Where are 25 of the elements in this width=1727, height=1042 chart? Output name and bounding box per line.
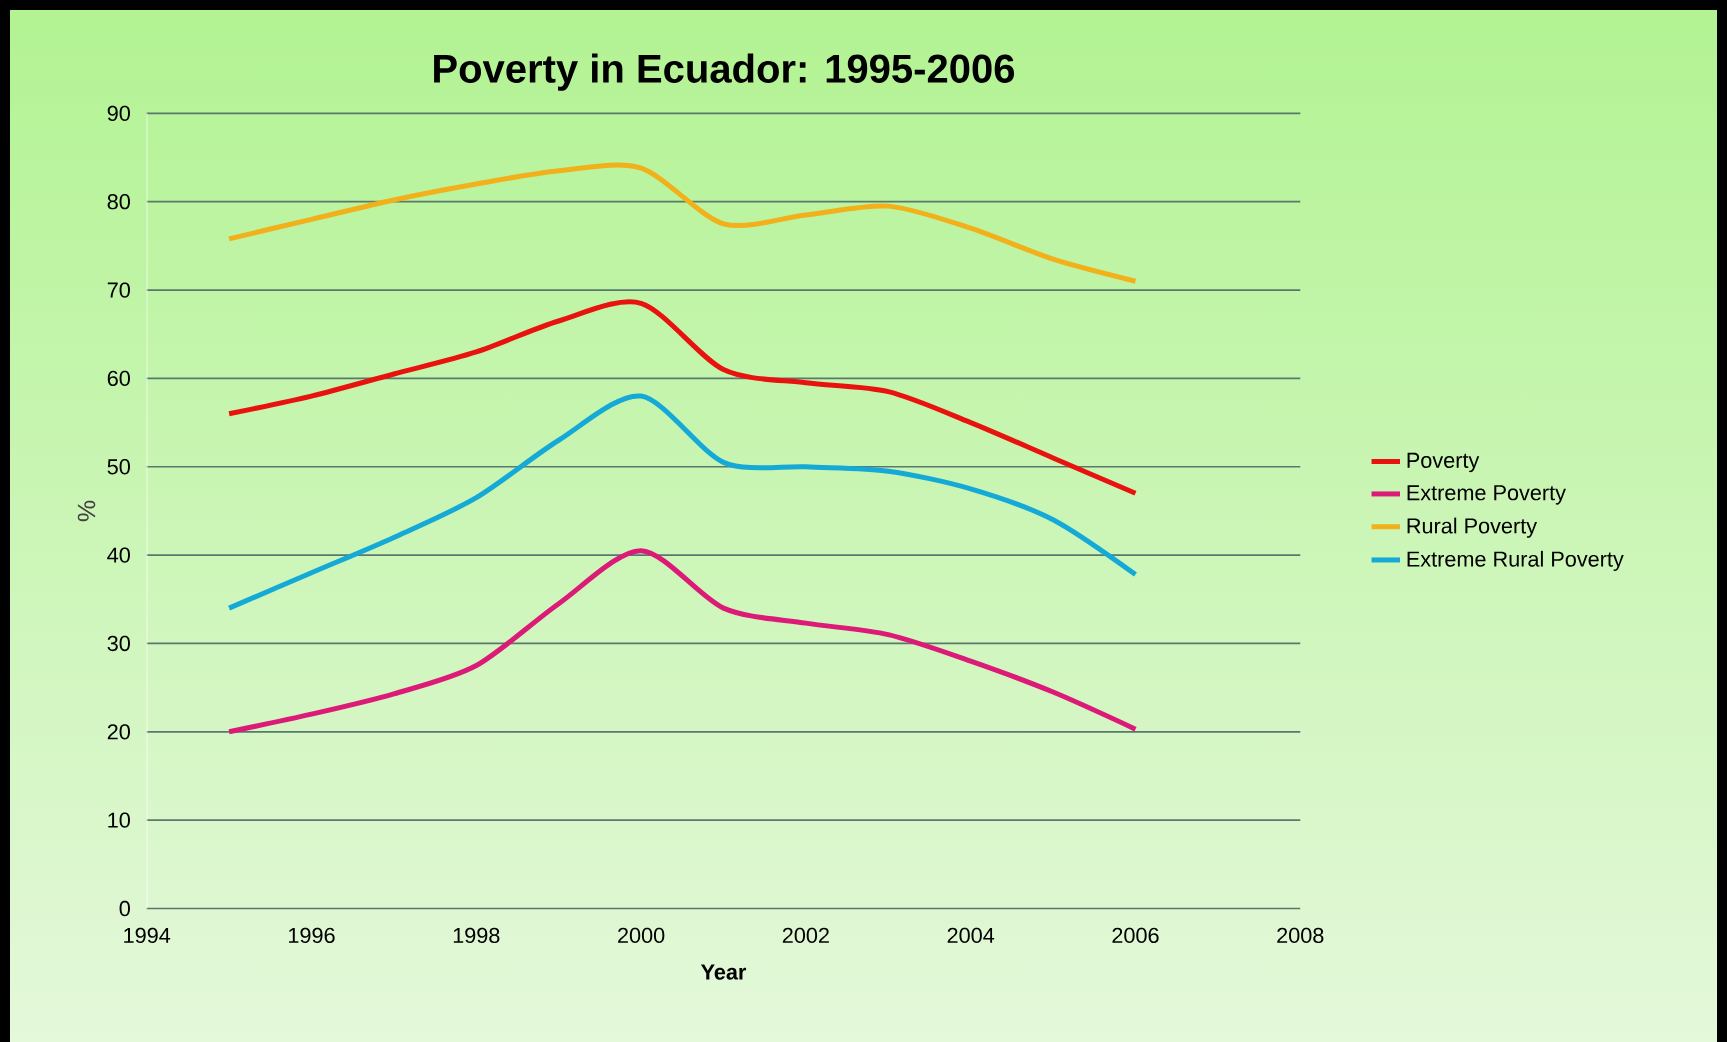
x-tick-label: 1998 [453, 927, 500, 944]
y-tick-label: 70 [107, 282, 130, 298]
legend-label: Extreme Rural Poverty [1407, 550, 1624, 572]
y-tick-label: 30 [107, 635, 130, 652]
y-tick-label: 40 [107, 547, 130, 563]
x-axis-title: Year [700, 964, 747, 980]
legend-label: Extreme Poverty [1407, 485, 1566, 505]
x-tick-label: 2008 [1277, 927, 1324, 944]
y-tick-label: 60 [107, 370, 130, 387]
y-tick-label: 20 [107, 724, 130, 740]
y-tick-label: 90 [107, 105, 130, 122]
x-tick-label: 2000 [618, 927, 665, 944]
y-tick-label: 10 [108, 812, 130, 828]
y-tick-label: 50 [107, 459, 130, 475]
x-tick-label: 2004 [947, 927, 995, 944]
x-tick-label: 1994 [124, 927, 171, 944]
legend-label: Rural Poverty [1407, 517, 1538, 538]
y-tick-label: 80 [107, 194, 130, 210]
y-axis-title: % [77, 500, 96, 522]
x-tick-label: 2006 [1112, 927, 1159, 944]
y-tick-label: 0 [119, 900, 130, 917]
legend-label: Poverty [1407, 452, 1480, 473]
chart-title: Poverty in Ecuador: 1995-2006 [434, 53, 1015, 91]
x-tick-label: 1996 [289, 927, 335, 944]
x-tick-label: 2002 [782, 927, 829, 944]
